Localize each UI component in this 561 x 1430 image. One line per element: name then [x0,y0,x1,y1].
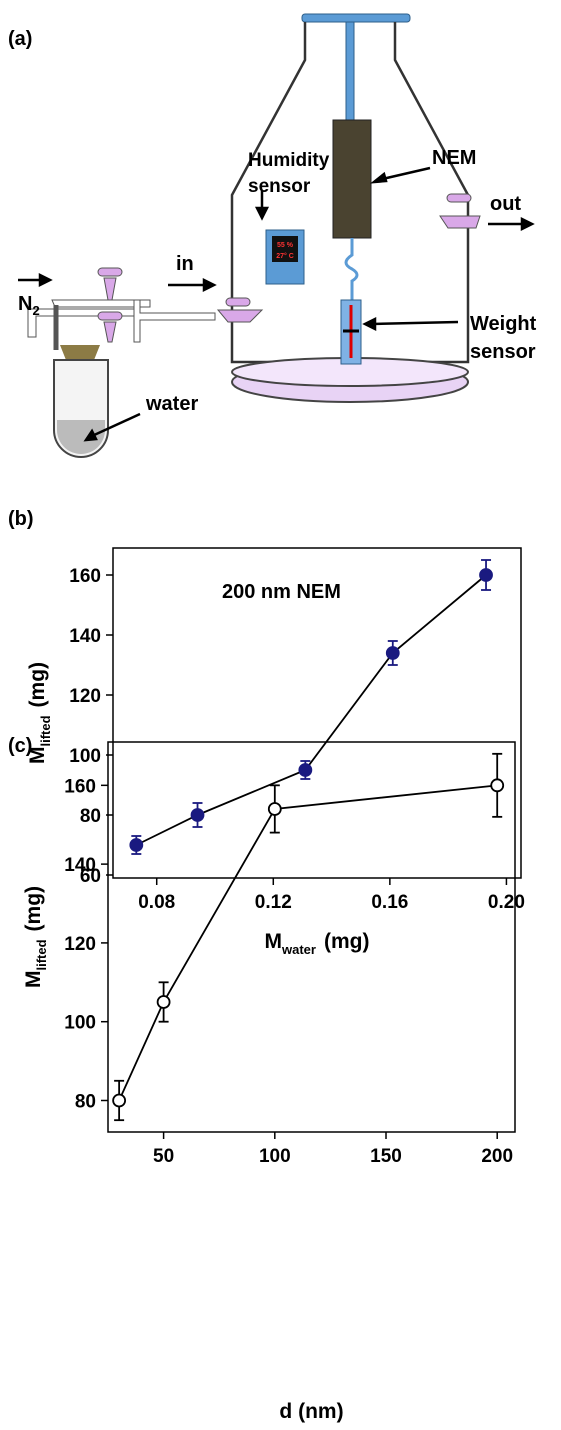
plot-frame [112,547,522,879]
axis-label-part: (mg) [324,930,370,953]
label: sensor [248,176,311,197]
label: N [18,293,32,315]
panel-label: (b) [8,508,34,530]
point [490,778,505,793]
x-tick-label: 0.12 [255,892,292,913]
x-tick-label: 150 [370,1146,402,1167]
lid [301,13,411,23]
diagram: (a) 55 % 27° C [8,13,537,458]
point [129,838,144,852]
nem [332,119,372,239]
y-tick-label: 80 [80,806,101,827]
plot-frame [107,741,516,1133]
y-tick-label: 80 [75,1091,96,1112]
display-text: 27° C [276,252,294,260]
stopper [60,345,100,360]
axis-label-part: M [26,747,49,765]
chart: 50 100 150 200 80 100 120 140 160 (c) d (nm) Mlifte… [8,735,516,1423]
point [479,568,493,582]
axis-label-part: (mg) [26,662,49,708]
label: Humidity [248,150,330,171]
annotation: 200 nm NEM [222,581,341,603]
axis-label-part: d (nm) [279,1400,343,1423]
label-sub: 2 [32,303,39,318]
point [298,763,313,777]
y-tick-label: 120 [69,686,101,707]
rod [345,21,355,123]
y-tick-label: 160 [69,566,101,587]
series-line [118,784,498,1101]
label: NEM [432,147,476,169]
x-tick-label: 100 [259,1146,291,1167]
label: in [176,253,194,275]
y-tick-label: 140 [69,626,101,647]
x-tick-label: 0.20 [488,892,525,913]
point [267,802,282,816]
axis-label-part: M [22,971,45,989]
x-tick-label: 0.08 [138,892,175,913]
point [156,995,171,1009]
point [112,1093,127,1108]
tube [51,299,151,308]
axis-label-sub: lifted [38,715,53,746]
y-tick-label: 140 [64,855,96,876]
y-tick-label: 100 [69,746,101,767]
label: sensor [470,341,536,363]
water-fill [57,420,105,454]
valves [97,193,481,343]
y-tick-label: 60 [80,866,101,887]
display-text: 55 % [277,242,294,249]
point [190,808,205,822]
axis-label: Mwater (mg) [265,930,370,957]
label: out [490,193,521,215]
point [385,646,400,660]
x-tick-label: 0.16 [371,892,408,913]
axis-label: Mlifted (mg) [26,662,53,764]
wire [344,238,359,300]
panel-label: (a) [8,28,32,50]
label: N2 [18,293,40,318]
x-tick-label: 50 [153,1146,174,1167]
x-tick-label: 200 [481,1146,513,1167]
axis-label-part: M [265,930,283,953]
display [272,236,298,262]
y-tick-label: 100 [64,1013,96,1034]
axis-label-part: (mg) [22,886,45,932]
panel-label: (c) [8,735,32,757]
axis-label-sub: lifted [34,939,49,970]
axis-label: Mlifted (mg) [22,886,49,988]
label: Weight [470,313,537,335]
y-tick-label: 120 [64,934,96,955]
chart: 0.08 0.12 0.16 0.20 60 80 100 120 140 160 (b) 200 n… [8,508,525,957]
y-tick-label: 160 [64,776,96,797]
arrows [18,166,535,442]
label: water [145,393,198,415]
axis-label-sub: water [281,942,316,957]
axis-label: d (nm) [279,1400,343,1423]
